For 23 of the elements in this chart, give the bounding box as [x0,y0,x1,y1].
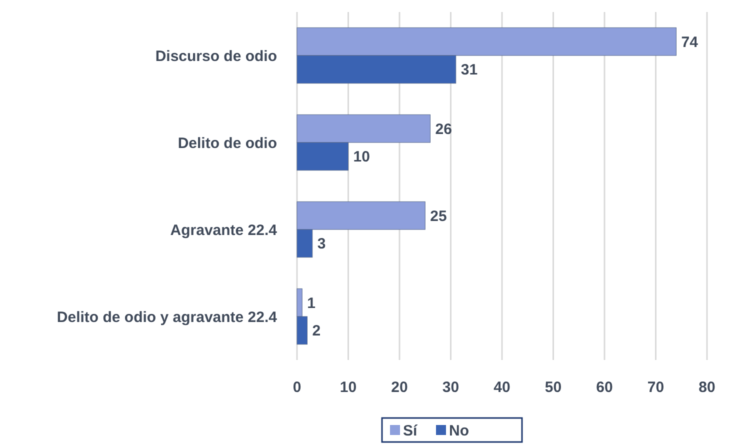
data-label: 31 [460,62,478,79]
data-label: 3 [317,236,326,253]
x-tick-label: 0 [292,379,302,396]
legend-label: No [449,422,469,440]
y-tick-label: Agravante 22.4 [170,222,278,239]
x-tick-label: 80 [698,379,716,396]
data-label: 74 [681,34,699,51]
x-tick-label: 50 [544,379,562,396]
x-tick-label: 20 [391,379,408,396]
data-label: 10 [353,148,370,166]
x-tick-label: 10 [340,379,357,396]
data-label: 2 [312,322,321,340]
y-tick-label: Delito de odio y agravante 22.4 [56,308,278,326]
y-tick-label: Discurso de odio [155,48,277,65]
legend-label: Sí [403,422,418,440]
x-tick-label: 30 [442,379,460,396]
x-tick-label: 70 [647,379,664,396]
data-label: 25 [430,208,447,225]
x-tick-label: 60 [596,379,613,396]
x-tick-label: 40 [494,379,510,396]
y-tick-label: Delito de odio [178,134,277,152]
data-label: 1 [307,294,316,312]
data-label: 26 [435,120,452,138]
